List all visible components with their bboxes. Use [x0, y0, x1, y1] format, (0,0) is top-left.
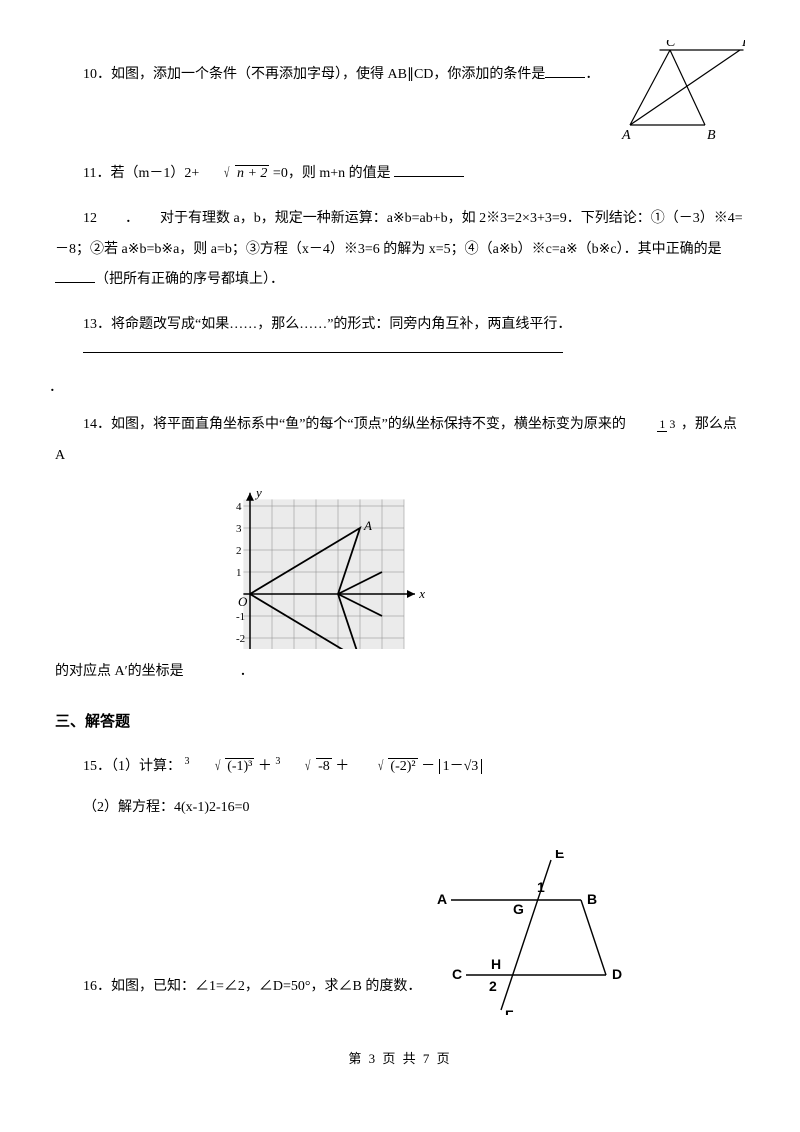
q14-num: 14． — [83, 417, 111, 432]
q13-num: 13． — [83, 317, 111, 332]
svg-text:1: 1 — [537, 879, 545, 895]
q12-t2: （把所有正确的序号都填上）． — [95, 272, 284, 287]
fish-coordinate-figure: -3-2-11234AOxy — [215, 479, 445, 649]
q13-text: 将命题改写成“如果……，那么……”的形式：同旁内角互补，两直线平行． — [111, 317, 571, 332]
svg-text:D: D — [612, 966, 622, 982]
svg-text:A: A — [437, 891, 447, 907]
q16-num: 16． — [83, 979, 111, 994]
svg-text:B: B — [587, 891, 597, 907]
q11-blank — [394, 176, 464, 177]
svg-text:3: 3 — [236, 523, 242, 535]
q10-num: 10． — [83, 67, 111, 82]
question-15-part2: （2）解方程：4(x-1)2-16=0 — [55, 793, 745, 824]
q15-t2: （2）解方程：4(x-1)2-16=0 — [83, 800, 250, 815]
q14-t3: 的对应点 A′的坐标是 ． — [55, 664, 254, 679]
question-12: 12 ． 对于有理数 a，b，规定一种新运算：a※b=ab+b，如 2※3=2×… — [55, 204, 745, 296]
question-14-line2: 的对应点 A′的坐标是 ． — [55, 657, 745, 688]
page-footer: 第 3 页 共 7 页 — [55, 1045, 745, 1074]
q15-expression: 3√(-1)³ ＋ 3√-8 ＋ √(-2)² － 1－√3 — [185, 759, 483, 774]
svg-text:C: C — [666, 40, 676, 50]
svg-text:-1: -1 — [236, 611, 245, 623]
svg-text:A: A — [621, 128, 631, 143]
svg-text:-2: -2 — [236, 633, 245, 645]
svg-text:2: 2 — [236, 545, 242, 557]
q12-blank — [55, 282, 95, 283]
svg-text:A: A — [363, 518, 372, 533]
svg-text:C: C — [452, 966, 462, 982]
q10-blank — [545, 77, 585, 78]
question-16-row: 16．如图，已知：∠1=∠2，∠D=50°，求∠B 的度数． A B C D E F G H 1… — [55, 850, 745, 1015]
q10-tail: ． — [585, 67, 599, 82]
q11-t1: 若（m－1）2+ — [110, 166, 199, 181]
svg-text:F: F — [505, 1007, 514, 1015]
svg-text:4: 4 — [236, 501, 242, 513]
q10-text: 如图，添加一个条件（不再添加字母），使得 AB∥CD，你添加的条件是 — [111, 67, 545, 82]
question-11: 11．若（m－1）2+√n + 2 =0，则 m+n 的值是 — [55, 159, 745, 190]
svg-text:x: x — [418, 586, 425, 601]
svg-text:O: O — [238, 594, 248, 609]
svg-text:E: E — [555, 850, 564, 861]
q12-num: 12 ． — [83, 211, 160, 226]
svg-text:H: H — [491, 956, 501, 972]
q15-t1: （1）计算： — [111, 759, 181, 774]
question-15-part1: 15．（1）计算： 3√(-1)³ ＋ 3√-8 ＋ √(-2)² － 1－√3 — [55, 751, 745, 783]
section-3-title: 三、解答题 — [55, 706, 745, 739]
q13-blank — [83, 351, 563, 353]
q11-num: 11． — [83, 166, 110, 181]
question-13: 13．将命题改写成“如果……，那么……”的形式：同旁内角互补，两直线平行． — [55, 310, 745, 341]
q16-text: 如图，已知：∠1=∠2，∠D=50°，求∠B 的度数． — [111, 979, 421, 994]
question-14-line1: 14．如图，将平面直角坐标系中“鱼”的每个“顶点”的纵坐标保持不变，横坐标变为原… — [55, 410, 745, 472]
q15-num: 15． — [83, 759, 111, 774]
svg-text:2: 2 — [489, 978, 497, 994]
svg-text:B: B — [707, 128, 716, 143]
svg-text:y: y — [254, 485, 262, 500]
q11-root: n + 2 — [235, 165, 269, 181]
svg-text:1: 1 — [236, 567, 242, 579]
svg-text:D: D — [741, 40, 745, 50]
q14-t1: 如图，将平面直角坐标系中“鱼”的每个“顶点”的纵坐标保持不变，横坐标变为原来的 — [111, 417, 626, 432]
svg-text:G: G — [513, 901, 524, 917]
transversal-figure: A B C D E F G H 1 2 — [431, 850, 641, 1015]
q11-t2: =0，则 m+n 的值是 — [273, 166, 394, 181]
one-third-fraction: 13 — [629, 418, 677, 431]
parallelogram-figure: A B C D — [610, 40, 745, 145]
